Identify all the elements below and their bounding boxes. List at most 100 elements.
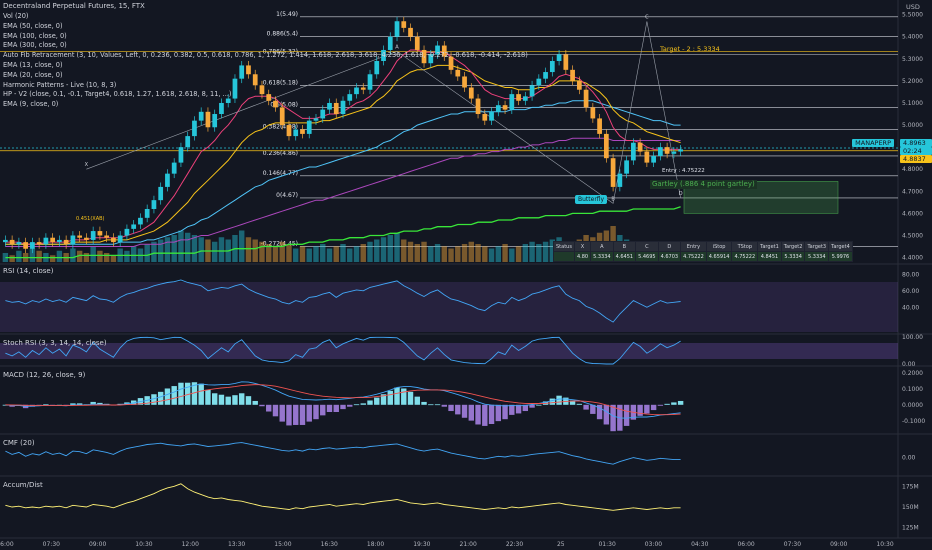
volume-bar [448, 248, 454, 262]
table-cell: 4.75222 [680, 251, 707, 262]
volume-bar [29, 248, 36, 262]
time-tick-label: 10:30 [876, 541, 893, 548]
stoch-label[interactable]: Stoch RSI (3, 3, 14, 14, close) [3, 339, 107, 347]
candle-body [421, 49, 427, 64]
volume-bar [279, 241, 285, 262]
time-tick-label: 06:00 [737, 541, 754, 548]
candle-body [522, 96, 528, 101]
macd-histogram-bar [671, 402, 677, 405]
ad-label[interactable]: Accum/Dist [3, 481, 43, 489]
candle-body [671, 151, 677, 154]
candle-body [367, 74, 373, 90]
harmonic-table: Status X A B C D Entry iStop TStop Targe… [553, 241, 853, 262]
macd-histogram-bar [151, 394, 157, 405]
candle-body [36, 242, 42, 245]
volume-bar [488, 248, 495, 262]
macd-histogram-bar [569, 400, 576, 405]
macd-histogram-bar [441, 404, 447, 407]
candle-body [111, 237, 116, 243]
candle-body [151, 200, 157, 209]
legend-ema300[interactable]: EMA (300, close, 0) [3, 41, 67, 50]
candle-body [529, 85, 535, 97]
macd-histogram-bar [374, 397, 380, 405]
macd-histogram-bar [583, 404, 589, 410]
macd-histogram-bar [205, 389, 211, 405]
price-tick-label: 4.6000 [902, 210, 923, 217]
volume-bar [333, 246, 339, 262]
candle-body [77, 235, 83, 238]
time-tick-label: 21:00 [460, 541, 477, 548]
candle-body [3, 239, 8, 243]
legend-ema13[interactable]: EMA (13, close, 0) [3, 60, 63, 69]
legend-ema9[interactable]: EMA (9, close, 0) [3, 100, 59, 109]
macd-histogram-bar [191, 382, 198, 405]
candle-body [590, 107, 596, 119]
price-tick-label: 5.3000 [902, 56, 923, 63]
macd-histogram-bar [340, 404, 346, 410]
fib-level-label: 0.5(5.08) [270, 101, 298, 108]
macd-histogram-bar [347, 404, 353, 407]
candle-body [259, 85, 265, 95]
candle-body [482, 114, 488, 121]
volume-bar [198, 237, 204, 262]
legend-ema100[interactable]: EMA (100, close, 0) [3, 31, 67, 40]
legend-harmonic[interactable]: Harmonic Patterns - Live (10, 8, 3) [3, 80, 117, 89]
candle-body [381, 49, 386, 62]
currency-label: USD [906, 3, 920, 11]
candle-body [658, 147, 663, 156]
table-header: TStop [731, 241, 759, 252]
candle-body [273, 100, 278, 108]
candle-body [124, 228, 130, 236]
legend-ema20[interactable]: EMA (20, close, 0) [3, 70, 63, 79]
macd-histogram-bar [367, 400, 373, 405]
time-tick-label: 03:00 [645, 541, 662, 548]
fib-level-label: -0.272(4.45) [261, 241, 298, 248]
legend-ema50[interactable]: EMA (50, close, 0) [3, 21, 63, 30]
candle-body [252, 74, 258, 86]
macd-histogram-bar [360, 403, 366, 405]
macd-histogram-bar [286, 404, 292, 426]
volume-bar [97, 250, 103, 262]
volume-bar [421, 241, 427, 262]
stoch-line [5, 336, 681, 365]
macd-histogram-bar [90, 401, 96, 405]
volume-bar [374, 239, 380, 262]
target-label: Target - 2 : 5.3334 [660, 45, 720, 53]
candle-body [279, 107, 285, 126]
candle-body [97, 231, 103, 236]
candle-body [144, 208, 150, 218]
macd-label[interactable]: MACD (12, 26, close, 9) [3, 371, 86, 379]
macd-histogram-bar [434, 404, 441, 406]
legend-autofib[interactable]: Auto Fib Retracement (3, 10, Values, Lef… [3, 51, 528, 60]
legend-vol[interactable]: Vol (20) [3, 12, 29, 20]
volume-bar [151, 241, 157, 262]
candle-body [549, 61, 555, 73]
candle-body [394, 21, 400, 37]
macd-line [5, 381, 681, 419]
macd-histogram-bar [522, 404, 529, 412]
candle-body [70, 235, 76, 245]
macd-histogram-bar [623, 404, 630, 426]
time-tick-label: 10:30 [135, 541, 152, 548]
candle-body [563, 54, 569, 70]
candle-body [306, 120, 312, 134]
macd-histogram-bar [266, 404, 272, 412]
volume-bar [76, 250, 83, 262]
time-tick-label: 07:30 [43, 541, 60, 548]
legend-hpv2[interactable]: HP - V2 (close, 0.1, -0.1, Target4, 0.61… [3, 90, 232, 99]
volume-bar [407, 241, 414, 262]
macd-histogram-bar [428, 404, 434, 406]
rsi-label[interactable]: RSI (14, close) [3, 267, 54, 275]
harmonic-pattern-line [86, 21, 681, 204]
volume-bar [340, 244, 346, 262]
price-tick-label: 5.4000 [902, 34, 923, 41]
fib-level-label: 0(4.67) [276, 192, 298, 199]
fib-level-label: 0.786(5.32) [263, 48, 298, 55]
cmf-label[interactable]: CMF (20) [3, 439, 35, 447]
macd-histogram-bar [178, 382, 184, 405]
volume-bar [461, 244, 468, 262]
candle-body [489, 111, 494, 121]
cmf-line-tick: 0.00 [902, 455, 916, 462]
table-cell: 5.3334 [780, 251, 806, 262]
